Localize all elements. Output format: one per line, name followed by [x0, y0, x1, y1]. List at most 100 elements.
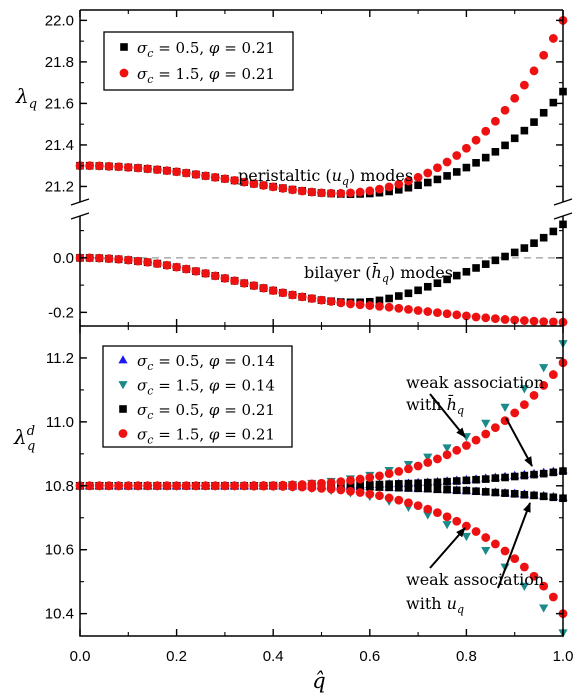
arrow-hbar-left [429, 393, 466, 438]
data-point [355, 300, 365, 310]
legend-label: σc = 1.5, φ = 0.21 [137, 426, 275, 447]
annotation-hbar-line2: with h̄q [406, 393, 464, 417]
data-point [539, 317, 549, 327]
data-point [336, 485, 346, 495]
data-point [491, 256, 500, 265]
data-point [452, 486, 461, 495]
data-point [114, 254, 124, 264]
data-point [123, 162, 133, 172]
data-point [423, 504, 433, 514]
data-point [404, 484, 413, 492]
data-point [297, 186, 307, 196]
data-point [442, 521, 452, 530]
y-tick-label: -0.2 [48, 304, 74, 321]
legend-marker [119, 68, 129, 78]
data-point [413, 501, 423, 511]
data-point [519, 562, 529, 572]
data-point [346, 188, 355, 198]
x-tick-label: 0.8 [456, 648, 477, 665]
data-point [501, 473, 509, 482]
data-point [191, 170, 201, 179]
data-point [172, 167, 182, 177]
data-point [394, 185, 403, 194]
data-point [307, 187, 317, 197]
data-point [394, 483, 403, 492]
data-point [452, 168, 461, 176]
data-point [442, 309, 452, 319]
data-point [162, 260, 172, 270]
data-point [510, 489, 519, 498]
data-point [539, 233, 548, 242]
legend-top: σc = 0.5, φ = 0.21 σc = 1.5, φ = 0.21 [103, 31, 294, 91]
data-point [365, 186, 375, 196]
data-point [423, 478, 432, 487]
data-point [490, 539, 500, 549]
arrow-u-left [429, 527, 466, 569]
data-point [481, 153, 490, 162]
data-point [375, 184, 384, 194]
data-point [481, 475, 490, 483]
data-point [481, 533, 491, 542]
data-point [413, 461, 423, 471]
data-point [307, 294, 317, 303]
data-point [481, 260, 490, 268]
data-point [384, 302, 394, 312]
data-point [520, 244, 529, 252]
data-point [548, 370, 558, 379]
data-point [452, 516, 462, 526]
data-point [201, 269, 210, 278]
data-point [259, 481, 268, 491]
arrow-u-right [497, 502, 531, 589]
data-point [104, 481, 114, 491]
annotation-u-line2: with uq [406, 594, 464, 616]
data-point [461, 532, 471, 542]
data-point [201, 171, 210, 181]
data-point [268, 182, 278, 192]
legend-bottom-box [102, 345, 293, 448]
axis-break-mark [553, 198, 573, 206]
data-point [433, 478, 442, 487]
data-point [510, 248, 519, 257]
data-point [172, 481, 182, 491]
data-point [181, 168, 191, 178]
data-point [346, 299, 355, 309]
y-tick-label: 22.0 [45, 12, 74, 29]
arrow-hbar-right [505, 417, 533, 467]
bottom-axes: 10.4 10.6 10.8 11.0 11.2 0.0 0.2 0.4 0.6 0.8 1.0 [45, 325, 573, 665]
data-point [326, 297, 336, 306]
data-point [114, 481, 124, 491]
data-point [394, 467, 404, 476]
data-point [404, 498, 413, 508]
data-point [433, 175, 442, 184]
axis-break-mark [553, 212, 573, 220]
data-point [375, 301, 384, 311]
data-point [472, 487, 480, 496]
data-point [85, 481, 95, 491]
data-point [181, 481, 191, 491]
data-point [249, 481, 259, 491]
data-point [152, 259, 162, 268]
data-point [230, 176, 239, 185]
data-point [519, 385, 529, 394]
data-point [442, 512, 452, 522]
data-point [152, 481, 162, 491]
data-point [510, 315, 520, 325]
data-point [423, 458, 433, 467]
top-axes: 21.2 21.4 21.6 21.8 22.0 -0.2 0.0 [45, 9, 573, 326]
data-point [423, 511, 433, 520]
data-point [520, 471, 529, 480]
legend-marker [118, 355, 128, 364]
data-point [375, 471, 384, 481]
legend-label: σc = 1.5, φ = 0.14 [137, 377, 275, 398]
y-tick-label: 10.8 [45, 478, 74, 495]
data-point [404, 464, 413, 474]
data-point [249, 179, 259, 189]
data-point [510, 408, 520, 418]
y-tick-label: 0.0 [53, 250, 74, 267]
y-tick-label: 21.4 [45, 137, 74, 154]
legend-marker [118, 381, 128, 390]
data-point [317, 188, 326, 198]
data-point [510, 554, 520, 564]
x-tick-label: 0.2 [166, 648, 187, 665]
data-point [500, 315, 510, 324]
